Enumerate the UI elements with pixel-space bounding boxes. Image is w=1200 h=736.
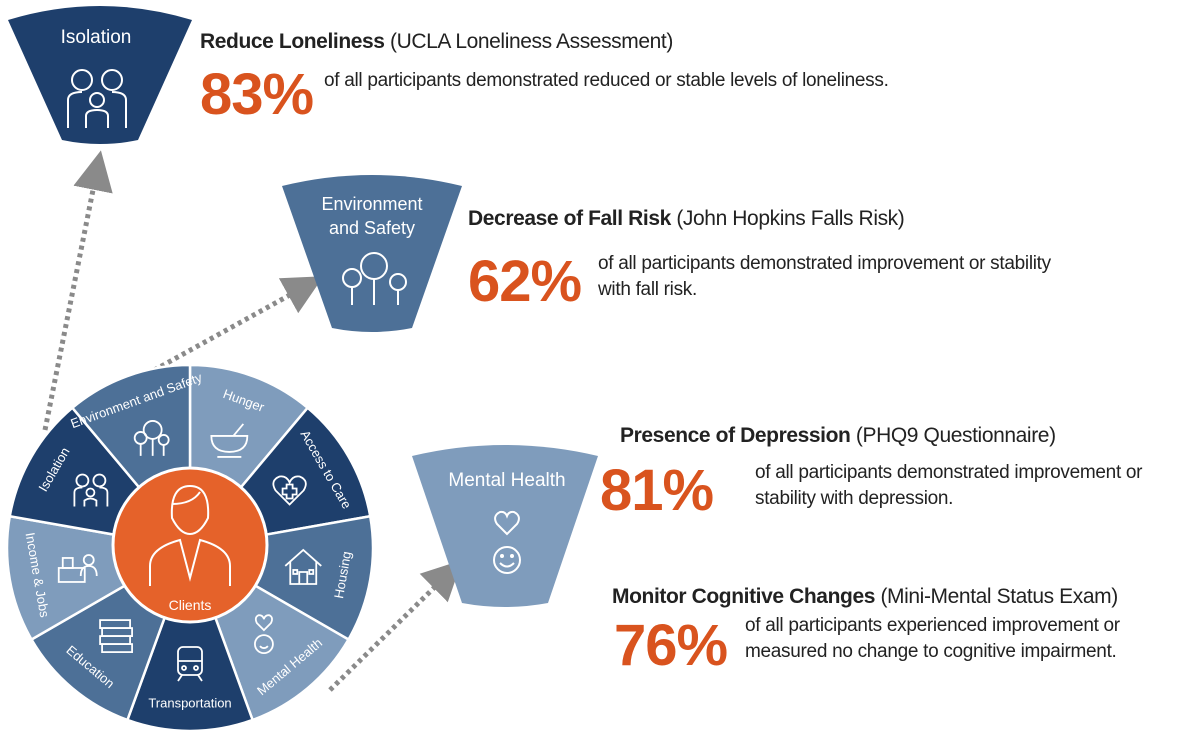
center-label: Clients	[169, 597, 212, 613]
outcome-desc-line1: of all participants demonstrated improve…	[598, 253, 1051, 274]
outcome-title: Presence of Depression	[620, 424, 851, 447]
family-icon	[73, 473, 109, 507]
family-icon	[67, 69, 127, 128]
outcome-title: Reduce Loneliness	[200, 30, 385, 53]
trees-icon	[133, 420, 170, 456]
outcome-source: (Mini-Mental Status Exam)	[880, 585, 1118, 608]
books-icon	[99, 619, 133, 653]
heart-smile-icon	[254, 614, 274, 654]
cashier-icon	[57, 554, 98, 583]
arrow-to-mental-health	[328, 559, 463, 692]
wheel-segment-transportation: Transportation	[125, 544, 255, 733]
outcome-percent: 76%	[614, 613, 728, 678]
arrow-to-environment	[138, 276, 324, 381]
callout-label-line2: and Safety	[329, 218, 415, 238]
outcome-desc-line1: of all participants experienced improvem…	[745, 615, 1120, 636]
callout-isolation: Isolation	[8, 6, 192, 144]
callout-label: Isolation	[61, 27, 132, 48]
callout-mental-health: Mental Health	[412, 445, 598, 607]
heart-cross-icon	[272, 475, 307, 506]
outcome-percent: 62%	[468, 249, 582, 314]
outcome-desc-line1: of all participants demonstrated improve…	[755, 462, 1143, 483]
outcome-percent: 81%	[600, 458, 714, 523]
clients-center: Clients	[111, 466, 269, 624]
outcome-percent: 83%	[200, 62, 314, 127]
outcome-desc-line2: with fall risk.	[598, 279, 697, 300]
arrow-to-isolation	[42, 150, 113, 431]
outcome-desc-line2: stability with depression.	[755, 488, 954, 509]
outcome-source: (John Hopkins Falls Risk)	[676, 207, 905, 230]
callout-environment-and-safety: Environment and Safety	[282, 175, 462, 332]
outcome-desc: of all participants demonstrated reduced…	[324, 70, 889, 91]
callout-label: Mental Health	[448, 470, 565, 491]
outcome-desc-line2: measured no change to cognitive impairme…	[745, 641, 1117, 662]
segment-label: Transportation	[148, 695, 231, 710]
bowl-icon	[210, 423, 249, 458]
person-icon	[149, 484, 231, 586]
train-icon	[177, 646, 203, 682]
trees-icon	[342, 252, 407, 305]
heart-smile-icon	[493, 510, 521, 574]
outcome-title: Decrease of Fall Risk	[468, 207, 671, 230]
outcome-source: (PHQ9 Questionnaire)	[855, 424, 1056, 447]
house-icon	[284, 548, 322, 585]
outcome-fall-risk: Decrease of Fall Risk (John Hopkins Fall…	[468, 207, 1051, 311]
outcome-loneliness: Reduce Loneliness (UCLA Loneliness Asses…	[200, 30, 889, 124]
callout-label-line1: Environment	[321, 194, 422, 214]
outcome-cognitive: Monitor Cognitive Changes (Mini-Mental S…	[612, 585, 1120, 675]
outcome-title: Monitor Cognitive Changes	[612, 585, 876, 608]
outcome-depression: Presence of Depression (PHQ9 Questionnai…	[600, 424, 1143, 520]
segment-shape	[125, 544, 255, 733]
outcome-source: (UCLA Loneliness Assessment)	[390, 30, 673, 53]
